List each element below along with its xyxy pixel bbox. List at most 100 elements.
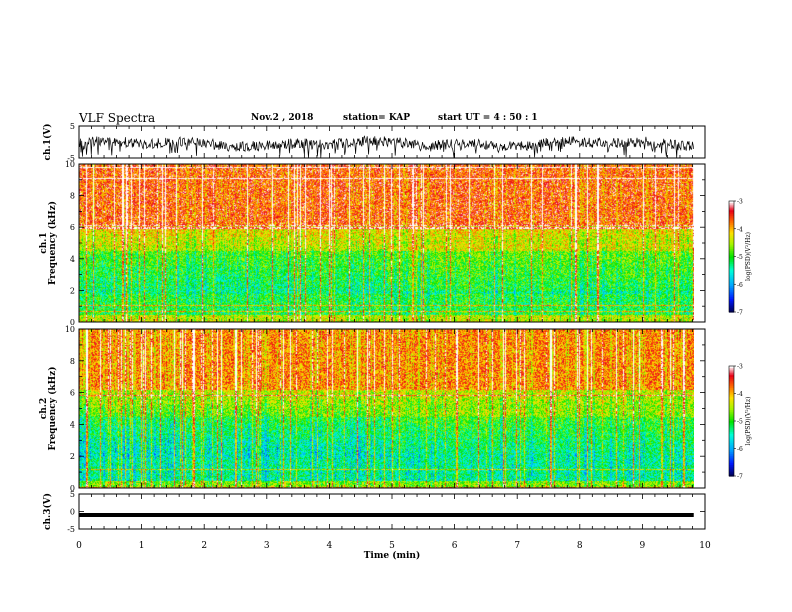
y-tick-label: 6 [70,223,75,232]
colorbar: -3 -4 -5 -6 -7 log(PSD)(V²/Hz) [728,364,752,481]
colorbar-segment [729,243,734,246]
ch3-waveform-ylabel: ch.3(V) [42,493,53,530]
y-tick-label: 0 [70,508,75,517]
colorbar-segment [729,465,734,468]
colorbar-segment [729,470,734,473]
colorbar-segment [729,212,734,215]
colorbar-segment [729,221,734,224]
colorbar-segment [729,369,734,373]
colorbar-segment [729,282,734,285]
y-tick-label: 5 [70,122,75,131]
ch2-spectrogram-ylabel: Frequency (kHz) [47,366,58,450]
colorbar-segment [729,443,734,446]
colorbar-tick-label: -7 [737,310,743,317]
spectrogram-image [79,164,694,322]
colorbar-segment [729,230,734,234]
colorbar-segment [729,276,734,280]
x-tick-label: 6 [452,541,458,551]
colorbar-segment [729,297,734,300]
x-tick-label: 7 [514,541,520,551]
colorbar-segment [729,441,734,444]
colorbar-segment [729,421,734,424]
ch3-waveform-frame [78,493,706,530]
colorbar-segment [729,232,734,235]
x-tick-label: 9 [640,541,646,551]
colorbar-segment [729,278,734,282]
colorbar-segment [729,433,734,437]
chart-title: VLF Spectra [79,111,156,125]
colorbar-segment [729,411,734,415]
y-tick-label: 10 [65,325,75,334]
colorbar-segment [729,466,734,470]
ch1-waveform-line [78,135,695,158]
colorbar-segment [729,213,734,217]
colorbar-segment [729,432,734,435]
colorbar-tick-label: -6 [737,446,743,453]
colorbar-segment [729,291,734,295]
colorbar-segment [729,208,734,211]
colorbar-segment [729,293,734,296]
y-tick-label: 10 [65,160,75,169]
colorbar-segment [729,400,734,404]
colorbar-segment [729,289,734,293]
colorbar-segment [729,210,734,213]
colorbar-segment [729,308,734,311]
colorbar-tick-label: -3 [737,199,743,206]
colorbar-segment [729,254,734,258]
colorbar-segment [729,378,734,382]
colorbar-segment [729,406,734,409]
colorbar-tick-label: -5 [737,254,743,261]
colorbar-segment [729,389,734,393]
y-tick-label: 0 [70,318,75,327]
colorbar-segment [729,371,734,374]
colorbar-segment [729,463,734,466]
ch1-waveform-ylabel: ch.1(V) [42,124,53,161]
colorbar-segment [729,228,734,232]
colorbar-segment [729,444,734,448]
colorbar-segment [729,419,734,422]
colorbar-segment [729,426,734,429]
colorbar-segment [729,459,734,462]
colorbar-segment [729,236,734,239]
colorbar-tick-label: -6 [737,282,743,289]
colorbar-segment [729,238,734,241]
colorbar-segment [729,263,734,267]
colorbar-segment [729,206,734,209]
colorbar-label: log(PSD)(V²/Hz) [745,397,752,446]
colorbar-segment [729,249,734,252]
colorbar-segment [729,402,734,406]
colorbar-segment [729,245,734,248]
colorbar-segment [729,306,734,309]
colorbar-segment [729,225,734,228]
colorbar-segment [729,256,734,259]
colorbar-segment [729,367,734,371]
colorbar-segment [729,201,734,204]
colorbar-segment [729,273,734,276]
colorbar-segment [729,366,734,369]
colorbar-segment [729,430,734,433]
colorbar-segment [729,454,734,457]
colorbar-segment [729,247,734,250]
colorbar-segment [729,457,734,461]
colorbar-segment [729,410,734,413]
colorbar-segment [729,262,734,265]
station-label: station= KAP [343,113,411,123]
colorbar-segment [729,204,734,208]
colorbar-segment [729,450,734,453]
colorbar-segment [729,422,734,426]
y-tick-label: 2 [70,286,75,295]
x-tick-label: 0 [76,541,82,551]
spectrogram-image [79,329,694,488]
ch1-spectrogram-ylabel: Frequency (kHz) [47,201,58,285]
colorbar-segment [729,275,734,278]
colorbar-segment [729,202,734,206]
colorbar-segment [729,382,734,385]
colorbar-segment [729,287,734,291]
colorbar-segment [729,215,734,219]
colorbar-segment [729,393,734,396]
ch1-spectrogram-ylabel: ch.1 [39,232,49,253]
colorbar-label: log(PSD)(V²/Hz) [745,232,752,281]
start-time-label: start UT = 4 : 50 : 1 [438,113,538,123]
colorbar-segment [729,395,734,398]
x-tick-label: 2 [201,541,207,551]
